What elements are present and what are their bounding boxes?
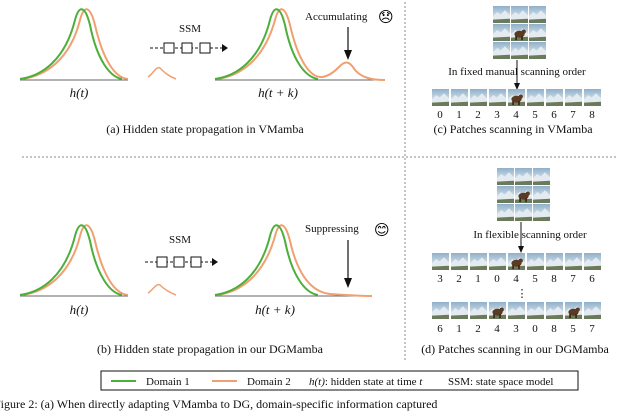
scan-index: 3 xyxy=(494,109,500,121)
scan-index: 7 xyxy=(570,273,576,285)
scan-index: 2 xyxy=(475,109,481,121)
curve-domain1-b1 xyxy=(19,224,123,296)
ellipsis: ⋮ xyxy=(517,288,528,300)
curve-domain2-b1 xyxy=(21,224,129,296)
caption-c: (c) Patches scanning in VMamba xyxy=(433,122,593,136)
scan-indices-c: 0 1 2 3 4 5 6 7 8 xyxy=(437,109,595,121)
scan-index: 0 xyxy=(532,323,538,335)
h-tk-label-b: h(t + k) xyxy=(255,302,295,317)
scan-index: 7 xyxy=(570,109,576,121)
curve-domain2-b2 xyxy=(216,224,373,297)
curve-domain1-a2 xyxy=(214,8,319,80)
h-t-label-a: h(t) xyxy=(70,85,89,100)
panel-c: In fixed manual scanning order 0 1 2 3 4… xyxy=(432,6,601,136)
scan-index: 8 xyxy=(551,273,557,285)
scan-index: 6 xyxy=(589,273,595,285)
figure-caption: Figure 2: (a) When directly adapting VMa… xyxy=(0,397,437,411)
legend-ssm: SSM: state space model xyxy=(448,376,553,388)
scan-order-label-d: In flexible scanning order xyxy=(473,229,587,241)
scan-index: 8 xyxy=(589,109,595,121)
panel-d: In flexible scanning order 3 2 1 0 4 5 8… xyxy=(421,168,609,356)
scan-index: 4 xyxy=(513,273,519,285)
legend-domain2: Domain 2 xyxy=(247,376,291,388)
sad-emoji: 😞 xyxy=(378,8,394,26)
scan-index: 0 xyxy=(437,109,443,121)
down-arrow-icon xyxy=(344,240,352,288)
annotation-suppressing: Suppressing xyxy=(305,223,359,235)
down-arrow-icon xyxy=(344,27,352,60)
caption-b: (b) Hidden state propagation in our DGMa… xyxy=(97,342,324,356)
patch-strip-c xyxy=(432,89,601,106)
scan-indices-d1: 3 2 1 0 4 5 8 7 6 xyxy=(437,273,595,285)
down-arrow-icon xyxy=(514,60,520,90)
scan-index: 2 xyxy=(456,273,462,285)
scan-index: 2 xyxy=(475,323,481,335)
ssm-label-b: SSM xyxy=(169,234,191,246)
scan-index: 5 xyxy=(532,109,538,121)
scan-index: 1 xyxy=(456,109,462,121)
caption-d: (d) Patches scanning in our DGMamba xyxy=(421,342,609,356)
h-tk-label-a: h(t + k) xyxy=(258,85,298,100)
happy-emoji: 😊 xyxy=(374,221,390,239)
ssm-label-a: SSM xyxy=(179,23,201,35)
scan-index: 1 xyxy=(475,273,481,285)
scan-index: 6 xyxy=(437,323,443,335)
legend: Domain 1 Domain 2 h(t): hidden state at … xyxy=(100,370,579,391)
curve-domain1-b2 xyxy=(214,224,319,296)
scan-index: 8 xyxy=(551,323,557,335)
curve-domain2-a1 xyxy=(21,8,129,80)
scan-index: 6 xyxy=(551,109,557,121)
down-arrow-icon xyxy=(518,222,524,253)
grid-image-icon xyxy=(497,168,550,221)
legend-domain1: Domain 1 xyxy=(146,376,190,388)
scan-index: 4 xyxy=(513,109,519,121)
ssm-block-icon xyxy=(145,256,218,268)
scan-indices-d2: 6 1 2 4 3 0 8 5 7 xyxy=(437,323,595,335)
panel-b: h(t) SSM h(t + k) Suppressing 😊 (b) Hidd… xyxy=(19,221,390,356)
curve-domain2-a2 xyxy=(216,8,386,81)
scan-index: 1 xyxy=(456,323,462,335)
legend-hidden-state: h(t): hidden state at time t xyxy=(309,376,423,388)
annotation-accumulating: Accumulating xyxy=(305,11,368,23)
scan-index: 5 xyxy=(532,273,538,285)
bump-domain2-b1 xyxy=(147,283,177,296)
bump-domain2-a1 xyxy=(147,66,177,80)
patch-strip-d2 xyxy=(432,302,601,319)
grid-image-icon xyxy=(493,6,546,59)
caption-a: (a) Hidden state propagation in VMamba xyxy=(106,122,304,136)
scan-index: 3 xyxy=(513,323,519,335)
scan-index: 3 xyxy=(437,273,443,285)
scan-index: 0 xyxy=(494,273,500,285)
curve-domain1-a1 xyxy=(19,8,123,80)
scan-index: 4 xyxy=(494,323,500,335)
h-t-label-b: h(t) xyxy=(70,302,89,317)
scan-index: 5 xyxy=(570,323,576,335)
patch-strip-d1 xyxy=(432,253,601,270)
ssm-block-icon xyxy=(150,42,228,54)
scan-index: 7 xyxy=(589,323,595,335)
panel-a: h(t) SSM h(t + k) Accumulating 😞 (a) Hid… xyxy=(19,8,394,136)
